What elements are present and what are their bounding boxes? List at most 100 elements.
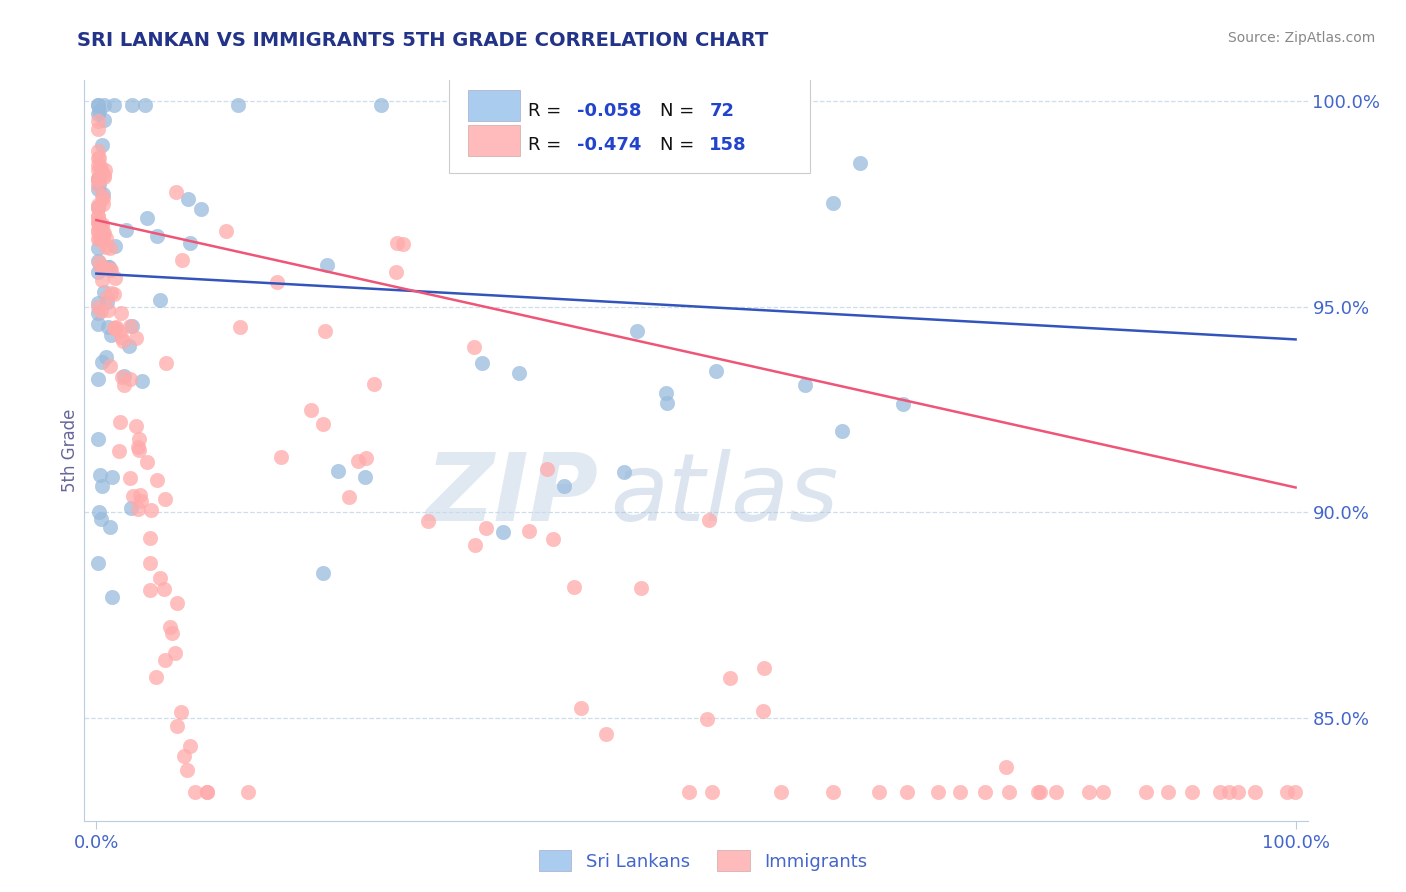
FancyBboxPatch shape bbox=[449, 73, 810, 173]
Point bbox=[87, 173, 110, 187]
Point bbox=[98, 520, 121, 534]
Point bbox=[120, 501, 142, 516]
Point bbox=[98, 359, 121, 374]
Point bbox=[354, 470, 377, 484]
Point bbox=[718, 671, 741, 685]
Point bbox=[678, 785, 700, 799]
Point bbox=[93, 113, 115, 128]
Point bbox=[125, 331, 148, 345]
Point bbox=[86, 215, 108, 229]
Point bbox=[214, 225, 236, 239]
Point bbox=[165, 185, 187, 199]
Point bbox=[129, 488, 152, 502]
Point bbox=[86, 98, 108, 112]
Point bbox=[86, 178, 108, 193]
Point bbox=[87, 144, 110, 158]
Point bbox=[86, 113, 108, 128]
Point bbox=[90, 273, 112, 287]
Point bbox=[139, 503, 162, 517]
Point bbox=[91, 191, 114, 205]
Point bbox=[184, 785, 207, 799]
Point bbox=[153, 582, 176, 596]
Point bbox=[103, 287, 125, 301]
Point bbox=[392, 237, 415, 252]
Point bbox=[91, 226, 114, 240]
Point bbox=[1218, 785, 1240, 799]
Point bbox=[1157, 785, 1180, 799]
Point bbox=[464, 537, 486, 551]
Point bbox=[91, 219, 114, 233]
Point bbox=[87, 151, 110, 165]
Point bbox=[153, 492, 176, 507]
Point bbox=[553, 479, 575, 493]
Point bbox=[94, 163, 117, 178]
Point bbox=[90, 260, 112, 275]
Point bbox=[536, 462, 558, 476]
Text: R =: R = bbox=[529, 102, 568, 120]
Point bbox=[831, 424, 853, 438]
Point bbox=[90, 232, 112, 246]
Point bbox=[121, 98, 143, 112]
Point bbox=[998, 785, 1021, 799]
Point bbox=[87, 209, 110, 223]
Point bbox=[299, 403, 322, 417]
Point bbox=[90, 303, 112, 318]
Point bbox=[626, 324, 648, 338]
Point bbox=[849, 156, 872, 170]
Point bbox=[370, 98, 392, 112]
Text: SRI LANKAN VS IMMIGRANTS 5TH GRADE CORRELATION CHART: SRI LANKAN VS IMMIGRANTS 5TH GRADE CORRE… bbox=[77, 31, 769, 50]
Point bbox=[155, 356, 177, 370]
Point bbox=[1181, 785, 1204, 799]
Point bbox=[100, 262, 122, 277]
Point bbox=[416, 514, 439, 528]
Point bbox=[891, 397, 914, 411]
Point bbox=[149, 571, 172, 585]
Point bbox=[93, 226, 115, 240]
Point bbox=[166, 719, 188, 733]
Point bbox=[128, 443, 150, 458]
Point bbox=[153, 653, 176, 667]
Point bbox=[97, 303, 120, 318]
Point bbox=[139, 583, 162, 598]
Point bbox=[704, 364, 727, 378]
Point bbox=[87, 372, 110, 386]
Point bbox=[463, 340, 485, 354]
Point bbox=[86, 107, 108, 121]
Point bbox=[700, 785, 723, 799]
Point bbox=[121, 319, 143, 334]
Point bbox=[173, 749, 195, 764]
Point bbox=[94, 240, 117, 254]
Point bbox=[91, 260, 114, 275]
Legend: Sri Lankans, Immigrants: Sri Lankans, Immigrants bbox=[531, 843, 875, 879]
Point bbox=[90, 161, 112, 176]
Point bbox=[110, 306, 132, 320]
Point bbox=[104, 321, 127, 335]
Point bbox=[655, 386, 678, 401]
Y-axis label: 5th Grade: 5th Grade bbox=[60, 409, 79, 492]
Point bbox=[228, 319, 250, 334]
Point bbox=[93, 169, 115, 184]
Point bbox=[316, 259, 339, 273]
Point bbox=[896, 785, 918, 799]
Point bbox=[127, 440, 149, 454]
Point bbox=[135, 211, 157, 225]
Point bbox=[138, 531, 160, 545]
Point bbox=[696, 712, 718, 726]
Point bbox=[655, 396, 678, 410]
Point bbox=[508, 366, 530, 380]
Point bbox=[89, 104, 111, 119]
Point bbox=[236, 785, 259, 799]
Point bbox=[752, 661, 775, 675]
Point bbox=[97, 260, 120, 274]
Point bbox=[108, 324, 131, 338]
Point bbox=[86, 223, 108, 237]
Point bbox=[90, 511, 112, 525]
Point bbox=[127, 502, 149, 516]
Point bbox=[87, 505, 110, 519]
Point bbox=[91, 217, 114, 231]
Point bbox=[93, 285, 115, 300]
Point bbox=[195, 785, 218, 799]
Point bbox=[1091, 785, 1114, 799]
Point bbox=[128, 432, 150, 446]
Point bbox=[86, 210, 108, 224]
